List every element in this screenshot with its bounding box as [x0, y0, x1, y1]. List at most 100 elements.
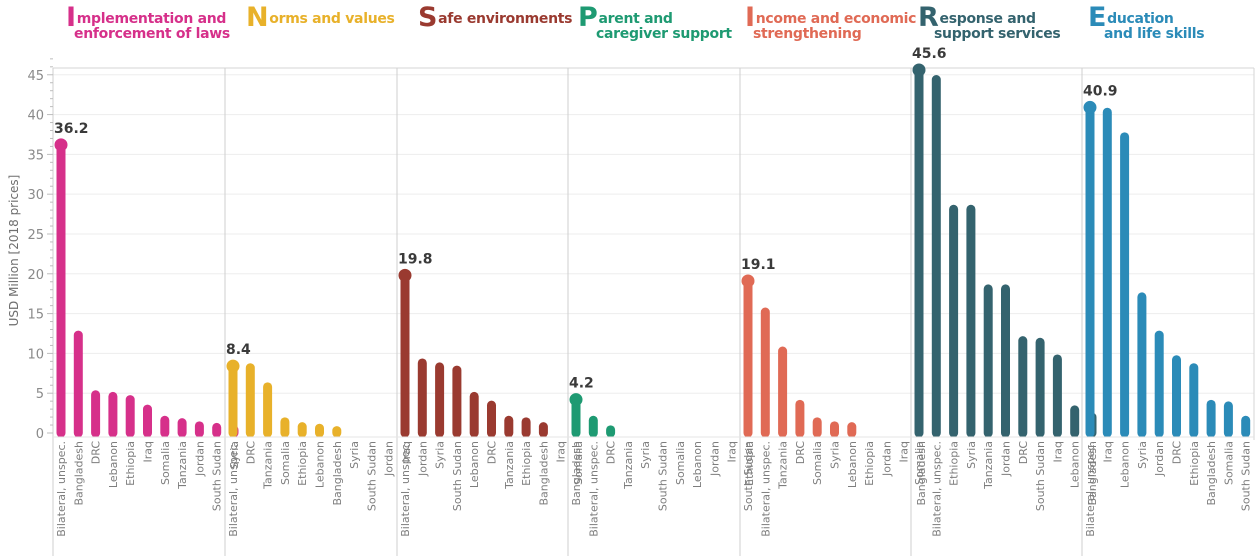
category-label: Somalia	[1222, 441, 1235, 485]
category-label: Lebanon	[846, 441, 859, 488]
panel-title-line1: Education	[1088, 4, 1204, 31]
y-tick-label: 35	[27, 148, 44, 163]
y-tick-label: 5	[36, 387, 44, 402]
category-label: Bangladesh	[570, 441, 583, 506]
category-label: Lebanon	[1119, 441, 1132, 488]
y-tick-label: 30	[27, 188, 44, 203]
category-label: DRC	[486, 441, 499, 465]
panel-title-initial: I	[66, 2, 76, 33]
category-label: South Sudan	[1034, 441, 1047, 511]
panel-title-rest: ducation	[1107, 11, 1174, 27]
category-label: Ethiopia	[948, 441, 961, 486]
category-label: Bilateral, unspec.	[399, 441, 412, 537]
panel-title-initial: I	[745, 2, 755, 33]
panel-2: Bilateral, unspec. DRC Tanzania Somalia Ethi…	[226, 342, 413, 537]
max-value-label: 45.6	[912, 46, 947, 62]
category-label: Bilateral, unspec.	[55, 441, 68, 537]
category-label: Lebanon	[107, 441, 120, 488]
category-label: Tanzania	[777, 441, 790, 490]
category-label: Somalia	[279, 441, 292, 485]
category-label: Syria	[228, 441, 241, 469]
category-label: DRC	[605, 441, 618, 465]
category-label: Jordan	[708, 441, 721, 477]
category-label: DRC	[1171, 441, 1184, 465]
panel-title-line1: Norms and values	[246, 4, 395, 31]
panel-title-line2: support services	[934, 26, 1061, 42]
bar-top-dot	[1083, 100, 1097, 114]
category-label: DRC	[1017, 441, 1030, 465]
category-label: Iraq	[726, 441, 739, 463]
panel-title-6: Response and support services	[918, 4, 1061, 44]
category-label: Bangladesh	[915, 441, 928, 506]
max-value-label: 40.9	[1083, 83, 1118, 99]
panel-title-rest: esponse and	[939, 11, 1037, 27]
category-label: Iraq	[1101, 441, 1114, 463]
y-tick-label: 25	[27, 228, 44, 243]
category-label: Ethiopia	[1188, 441, 1201, 486]
panel-title-1: Implementation and enforcement of laws	[66, 4, 230, 44]
category-label: Iraq	[1051, 441, 1064, 463]
category-label: DRC	[90, 441, 103, 465]
panel-4: Bangladesh Bilateral, unspec. DRC Tanzania S…	[569, 376, 756, 537]
category-label: South Sudan	[211, 441, 224, 511]
bar-top-dot	[398, 268, 412, 282]
bar-top-dot	[54, 138, 68, 152]
y-tick-label: 15	[27, 308, 44, 323]
category-label: Bangladesh	[331, 441, 344, 506]
category-label: Somalia	[674, 441, 687, 485]
panel-title-initial: N	[246, 2, 269, 33]
panel-title-line2: strengthening	[753, 26, 862, 42]
panel-title-line2: enforcement of laws	[74, 26, 230, 42]
category-label: Bangladesh	[537, 441, 550, 506]
y-tick-label: 45	[27, 69, 44, 84]
panel-title-initial: S	[418, 2, 438, 33]
max-value-label: 8.4	[226, 342, 251, 358]
panel-title-rest: arent and	[598, 11, 673, 27]
y-tick-label: 40	[27, 109, 44, 124]
category-label: DRC	[244, 441, 257, 465]
panel-title-initial: P	[578, 2, 598, 33]
category-label: Tanzania	[622, 441, 635, 490]
panel-title-rest: ncome and economic	[755, 11, 917, 27]
category-label: South Sudan	[742, 441, 755, 511]
bar-top-dot	[912, 63, 926, 77]
category-label: South Sudan	[657, 441, 670, 511]
category-label: Jordan	[1153, 441, 1166, 477]
panel-title-rest: mplementation and	[76, 11, 227, 27]
category-label: Syria	[434, 441, 447, 469]
panel-title-line2: caregiver support	[596, 26, 732, 42]
panel-title-7: Education and life skills	[1088, 4, 1205, 44]
category-label: Lebanon	[468, 441, 481, 488]
category-label: South Sudan	[451, 441, 464, 511]
category-label: Somalia	[572, 441, 585, 485]
panel-6: Somalia Bilateral, unspec. Ethiopia Syria Ta…	[912, 46, 1099, 537]
category-label: Syria	[639, 441, 652, 469]
bar-top-dot	[569, 393, 583, 407]
panel-title-2: Norms and values	[246, 4, 395, 31]
category-label: Tanzania	[176, 441, 189, 490]
category-label: Iraq	[898, 441, 911, 463]
category-label: Bilateral, unspec.	[930, 441, 943, 537]
panel-3: Bilateral, unspec. Jordan Syria South Sudan…	[398, 251, 585, 536]
category-label: Iraq	[142, 441, 155, 463]
max-value-label: 19.1	[741, 257, 776, 273]
panel-title-initial: E	[1088, 2, 1107, 33]
panel-7: Bilateral, unspec. Iraq Lebanon Syria Jordan…	[1083, 83, 1253, 536]
category-label: Ethiopia	[124, 441, 137, 486]
panel-title-rest: afe environments	[438, 11, 573, 27]
category-label: Bangladesh	[1205, 441, 1218, 506]
category-label: Syria	[348, 441, 361, 469]
category-label: Ethiopia	[863, 441, 876, 486]
category-label: Lebanon	[1069, 441, 1082, 488]
panel-title-initial: R	[918, 2, 939, 33]
panel-title-line1: Response and	[918, 4, 1060, 31]
panel-title-line2: and life skills	[1104, 26, 1205, 42]
category-label: Tanzania	[503, 441, 516, 490]
panel-title-line1: Income and economic	[745, 4, 917, 31]
panel-title-line1: Parent and	[578, 4, 732, 31]
category-label: Bangladesh	[72, 441, 85, 506]
category-label: Jordan	[880, 441, 893, 477]
category-label: Syria	[829, 441, 842, 469]
category-label: Iraq	[400, 441, 413, 463]
